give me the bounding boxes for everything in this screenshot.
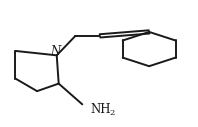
Text: 2: 2 (109, 109, 115, 117)
Text: N: N (50, 45, 60, 58)
Text: NH: NH (90, 104, 111, 116)
